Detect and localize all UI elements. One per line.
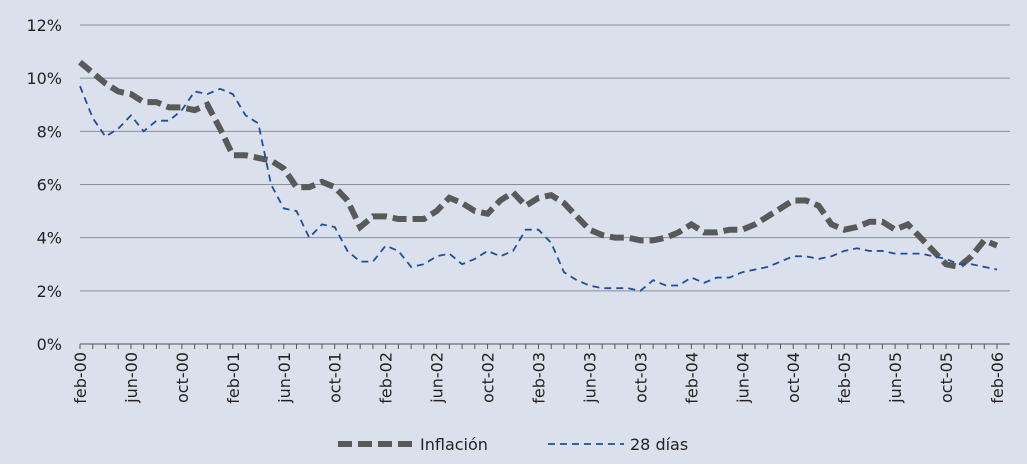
y-tick-label: 8% — [37, 122, 62, 141]
x-tick-label: jun-05 — [886, 352, 905, 404]
y-tick-label: 10% — [26, 69, 62, 88]
x-tick-label: jun-03 — [580, 352, 599, 404]
x-tick-label: oct-02 — [479, 352, 498, 403]
y-tick-label: 0% — [37, 335, 62, 354]
x-tick-label: oct-01 — [326, 352, 345, 403]
x-tick-label: feb-02 — [377, 352, 396, 404]
x-tick-label: feb-01 — [224, 352, 243, 404]
x-tick-label: jun-01 — [275, 352, 294, 404]
legend-label: 28 días — [630, 435, 688, 454]
x-tick-label: feb-04 — [682, 352, 701, 404]
x-tick-label: feb-03 — [530, 352, 549, 404]
x-tick-label: oct-05 — [937, 352, 956, 403]
x-tick-label: oct-00 — [173, 352, 192, 403]
x-tick-label: oct-03 — [631, 352, 650, 403]
x-tick-label: jun-04 — [733, 352, 752, 404]
legend-label: Inflación — [420, 435, 488, 454]
x-tick-label: oct-04 — [784, 352, 803, 403]
y-tick-label: 6% — [37, 176, 62, 195]
line-series — [78, 59, 999, 271]
y-tick-label: 2% — [37, 282, 62, 301]
x-tick-label: feb-06 — [988, 352, 1007, 404]
x-tick-label: jun-02 — [428, 352, 447, 404]
x-tick-label: feb-00 — [71, 352, 90, 404]
y-tick-label: 4% — [37, 229, 62, 248]
line-series — [79, 85, 998, 292]
x-tick-label: jun-00 — [122, 352, 141, 404]
y-tick-label: 12% — [26, 16, 62, 35]
x-tick-label: feb-05 — [835, 352, 854, 404]
